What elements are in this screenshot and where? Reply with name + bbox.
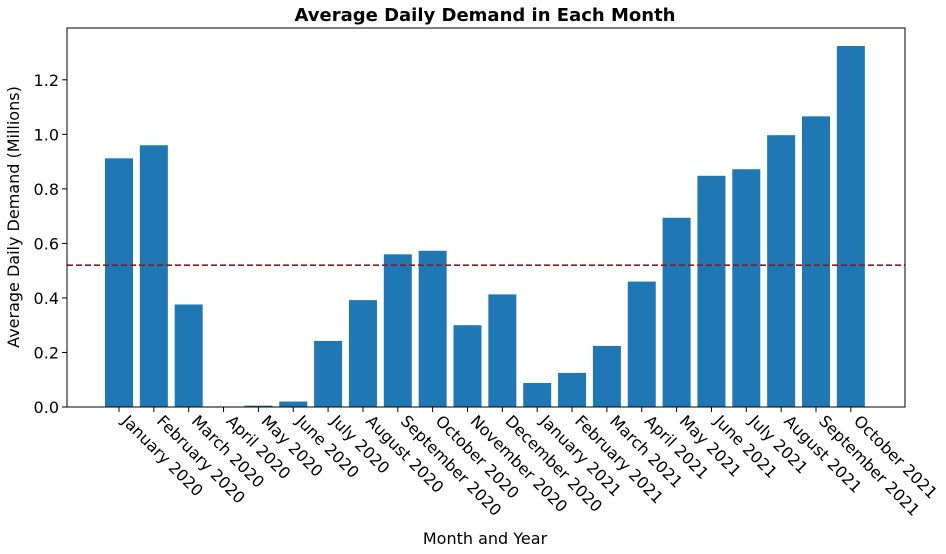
bar xyxy=(697,175,726,407)
y-tick-label: 1.0 xyxy=(34,125,59,144)
bar xyxy=(174,304,203,407)
bar xyxy=(348,300,377,407)
bar xyxy=(558,372,587,407)
chart-title: Average Daily Demand in Each Month xyxy=(294,5,675,26)
y-tick-label: 0.2 xyxy=(34,343,59,362)
bar xyxy=(418,250,447,407)
bar xyxy=(453,325,482,407)
bar xyxy=(732,169,761,407)
bar xyxy=(105,158,133,407)
bar xyxy=(767,135,796,407)
bar xyxy=(279,401,308,407)
y-axis-label: Average Daily Demand (Millions) xyxy=(4,86,23,348)
bar xyxy=(314,341,343,407)
bar xyxy=(592,345,621,407)
y-tick-label: 0.4 xyxy=(34,289,59,308)
bar xyxy=(523,383,552,407)
bar xyxy=(244,405,273,407)
bar xyxy=(802,116,830,408)
y-tick-label: 0.8 xyxy=(34,180,59,199)
bar xyxy=(662,217,691,407)
plot-frame xyxy=(66,27,906,408)
y-tick-label: 0.0 xyxy=(34,398,59,417)
y-tick-label: 0.6 xyxy=(34,234,59,253)
bar xyxy=(383,254,412,407)
x-axis-label: Month and Year xyxy=(423,529,548,548)
bar xyxy=(627,281,656,407)
bar xyxy=(836,45,865,408)
bar xyxy=(139,145,168,407)
bar xyxy=(488,294,517,407)
y-tick-label: 1.2 xyxy=(34,71,59,90)
y-axis-ticks: 0.0 0.2 0.4 0.6 0.8 1.0 1.2 xyxy=(34,71,67,417)
bars-group xyxy=(105,45,865,408)
